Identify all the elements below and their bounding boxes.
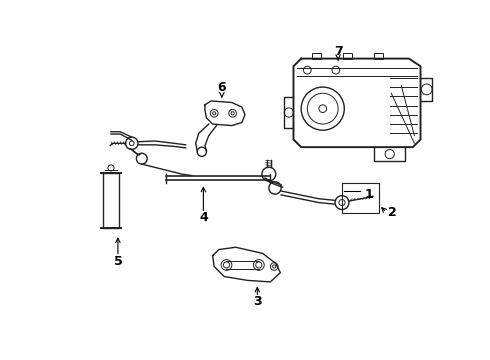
Text: 3: 3 xyxy=(253,296,262,309)
Bar xyxy=(342,183,379,213)
Text: 5: 5 xyxy=(114,255,122,267)
Text: 4: 4 xyxy=(199,211,208,225)
Text: 7: 7 xyxy=(334,45,343,58)
Bar xyxy=(312,53,321,59)
Text: 6: 6 xyxy=(218,81,226,94)
Text: 1: 1 xyxy=(365,188,373,201)
Bar xyxy=(343,53,352,59)
Bar xyxy=(103,172,119,228)
Text: 2: 2 xyxy=(388,206,396,219)
Bar xyxy=(373,53,383,59)
